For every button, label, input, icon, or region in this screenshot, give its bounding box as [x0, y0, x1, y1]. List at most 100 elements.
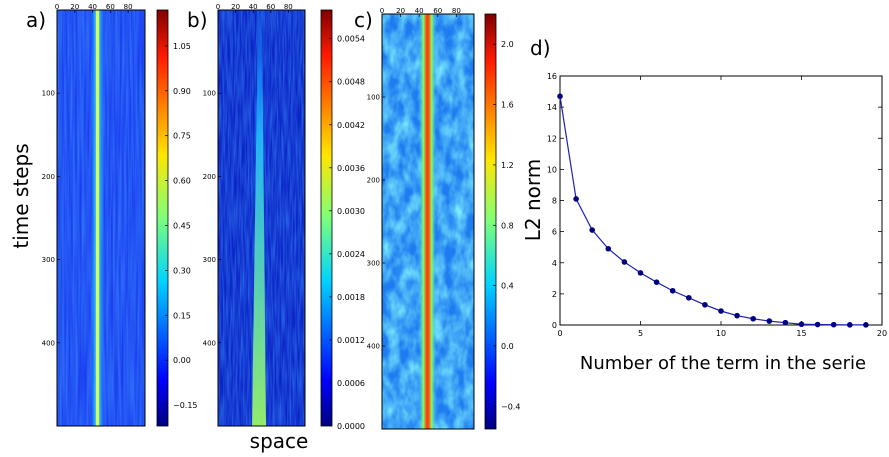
y-tick-label: 10: [547, 165, 557, 174]
heatmap-a-yticks: 100 200 300 400: [42, 90, 60, 347]
colorbar-tick-label: 0.0030: [337, 207, 365, 216]
data-point: [686, 294, 692, 301]
y-tick-label: 300: [42, 256, 55, 264]
colorbar-tick-label: 2.0: [501, 40, 514, 49]
x-tick-label: 0: [380, 7, 384, 15]
panel-b-label: b): [187, 8, 208, 32]
data-point: [573, 196, 579, 202]
x-tick-label: 0: [216, 3, 220, 11]
heatmap-a-xticks: 0 20 40 60 80: [55, 3, 133, 13]
y-tick-label: 300: [203, 256, 216, 264]
data-point: [557, 93, 563, 100]
data-point: [734, 312, 740, 319]
panel-a: a) time steps 0 20 40 60 80 100 200 300 400 1.0…: [9, 3, 198, 427]
y-tick-label: 400: [367, 343, 380, 351]
colorbar-tick-label: 0.0048: [337, 78, 365, 87]
colorbar-a-ticks: 1.05 0.90 0.75 0.60 0.45 0.30 0.15 0.00 −0.15: [165, 42, 198, 410]
x-tick-label: 20: [396, 7, 405, 15]
data-point: [589, 227, 595, 233]
colorbar-tick-label: 1.05: [173, 42, 191, 51]
x-tick-label: 40: [249, 3, 258, 11]
y-tick-label: 100: [42, 90, 55, 98]
y-tick-label: 400: [42, 339, 55, 347]
colorbar-tick-label: 0.0012: [337, 336, 365, 345]
colorbar-tick-label: 0.90: [173, 87, 191, 96]
colorbar-tick-label: 0.0036: [337, 164, 365, 173]
panel-c: c) 0 20 40 60 80 100 200 300 400 2.0 1.6 1.2 0.8 0.…: [354, 7, 520, 430]
data-point: [863, 322, 869, 328]
colorbar-tick-label: 0.60: [173, 177, 191, 186]
x-tick-label: 40: [415, 7, 424, 15]
x-tick-label: 60: [106, 3, 115, 11]
y-tick-label: 100: [367, 94, 380, 102]
data-point: [750, 315, 756, 322]
data-point: [782, 319, 789, 326]
x-tick-label: 80: [124, 3, 133, 11]
colorbar-tick-label: 0.30: [173, 266, 191, 275]
x-tick-label: 15: [796, 329, 806, 338]
data-point: [702, 301, 708, 308]
data-point: [847, 322, 853, 328]
heatmap-c-frame: [381, 13, 475, 430]
y-tick-label: 200: [203, 173, 216, 181]
data-point: [669, 287, 676, 294]
data-point: [653, 279, 660, 286]
panel-d-ylabel: L2 norm: [521, 159, 545, 242]
heatmap-c-line: [419, 14, 436, 429]
data-point: [637, 270, 644, 276]
data-point: [605, 245, 612, 252]
y-tick-label: 200: [367, 177, 380, 185]
colorbar-b: [320, 9, 333, 427]
data-point: [766, 318, 773, 324]
colorbar-tick-label: 0.0042: [337, 121, 365, 130]
y-tick-label: 200: [42, 173, 55, 181]
x-tick-label: 0: [557, 329, 562, 338]
x-tick-label: 40: [88, 3, 97, 11]
colorbar-tick-label: 0.0006: [337, 379, 365, 388]
colorbar-c: [484, 13, 497, 430]
heatmap-a-line-core: [96, 10, 99, 426]
x-tick-label: 80: [284, 3, 293, 11]
heatmap-b-yticks: 100 200 300 400: [203, 90, 221, 347]
x-tick-label: 60: [266, 3, 275, 11]
colorbar-tick-label: 0.8: [501, 221, 514, 230]
x-tick-label: 20: [70, 3, 79, 11]
colorbar-c-ticks: 2.0 1.6 1.2 0.8 0.4 0.0 −0.4: [493, 40, 520, 411]
data-point: [814, 321, 821, 328]
data-point: [798, 321, 805, 328]
line-chart-frame: [559, 75, 883, 326]
panel-a-label: a): [26, 8, 46, 32]
x-tick-label: 10: [716, 329, 726, 338]
y-tick-label: 4: [552, 259, 557, 268]
colorbar-tick-label: 0.0018: [337, 293, 365, 302]
series-points: [557, 93, 869, 328]
colorbar-tick-label: 0.00: [173, 356, 191, 365]
colorbar-tick-label: 0.0000: [337, 422, 365, 431]
colorbar-b-ticks: 0.0054 0.0048 0.0042 0.0036 0.0030 0.0024 0.00…: [329, 35, 365, 431]
colorbar-a: [156, 9, 169, 427]
y-tick-label: 16: [547, 72, 557, 81]
y-tick-label: 14: [547, 103, 557, 112]
panel-d: d) L2 norm 0 5 10 15 20 0 2 4 6 8 10 12 14 16 Number …: [521, 36, 887, 374]
x-tick-label: 20: [231, 3, 240, 11]
colorbar-tick-label: 0.0024: [337, 250, 365, 259]
heatmap-b-xticks: 0 20 40 60 80: [216, 3, 293, 13]
y-tick-label: 12: [547, 134, 557, 143]
panel-c-label: c): [354, 8, 373, 32]
data-point: [718, 308, 724, 314]
panel-a-ylabel: time steps: [9, 143, 33, 248]
colorbar-tick-label: 0.75: [173, 132, 191, 141]
colorbar-tick-label: 1.6: [501, 101, 514, 110]
x-tick-label: 5: [638, 329, 643, 338]
heatmap-a-frame: [56, 9, 146, 427]
data-point: [830, 321, 837, 328]
panel-d-label: d): [530, 36, 551, 60]
y-tick-label: 300: [367, 260, 380, 268]
x-tick-label: 60: [433, 7, 442, 15]
y-tick-label: 2: [552, 290, 557, 299]
data-point: [621, 259, 628, 265]
y-tick-label: 8: [552, 197, 557, 206]
colorbar-tick-label: 0.0: [501, 342, 514, 351]
